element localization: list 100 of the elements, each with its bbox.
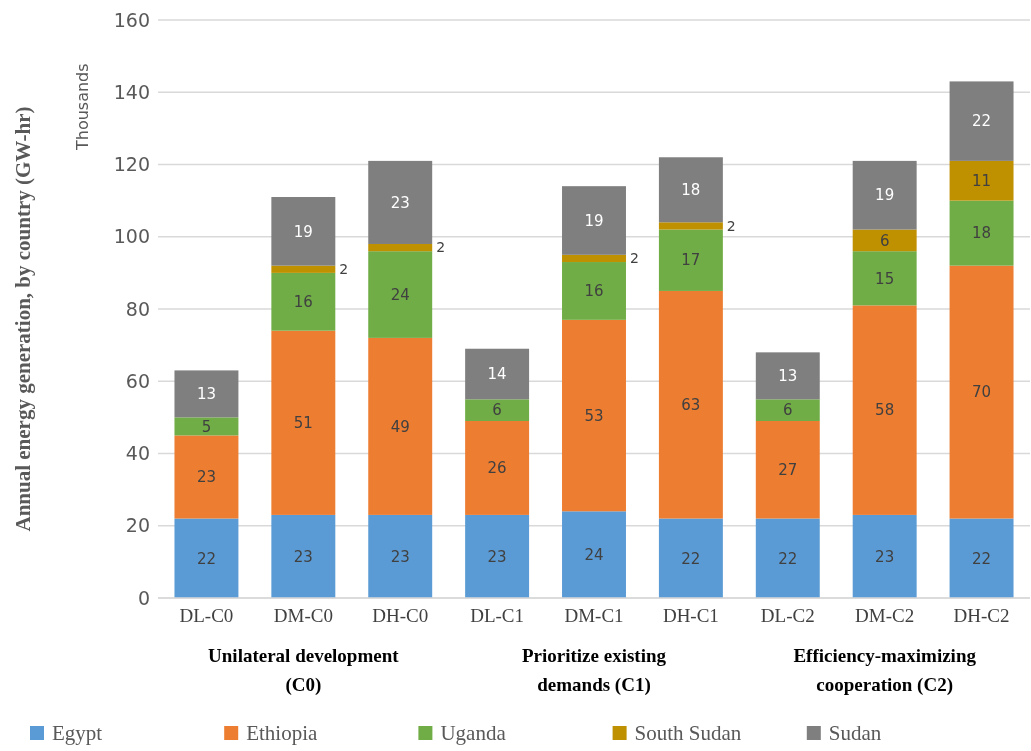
data-label: 22 <box>972 549 992 568</box>
data-label: 23 <box>875 547 895 566</box>
bar <box>949 160 1014 201</box>
bar <box>852 160 917 230</box>
data-label: 24 <box>390 285 410 304</box>
bar <box>949 81 1014 161</box>
y-tick-label: 20 <box>125 514 150 537</box>
data-label: 13 <box>778 367 798 386</box>
data-label: 23 <box>196 468 216 487</box>
bar <box>755 352 820 400</box>
data-label: 22 <box>681 549 701 568</box>
bar <box>658 229 723 291</box>
bar <box>271 197 336 266</box>
bar <box>658 290 723 519</box>
legend-label: Sudan <box>828 721 882 746</box>
x-tick-label: DH-C0 <box>372 605 429 626</box>
legend-label: Ethiopia <box>246 721 319 746</box>
data-label: 19 <box>293 222 313 241</box>
x-tick-label: DM-C1 <box>564 605 624 626</box>
data-label: 19 <box>584 211 604 230</box>
y-tick-label: 120 <box>113 153 150 176</box>
y-tick-label: 60 <box>125 369 150 392</box>
bar <box>271 265 336 273</box>
bar <box>368 251 433 338</box>
bar <box>465 348 530 400</box>
bar <box>755 399 820 421</box>
bar <box>562 511 626 598</box>
bar <box>658 157 723 223</box>
y-axis-title: Annual energy generation, by country (GW-hr) <box>11 106 35 532</box>
data-label: 2 <box>629 250 639 267</box>
bar <box>949 265 1014 519</box>
bar <box>852 251 917 306</box>
data-label: 24 <box>584 545 604 564</box>
bar <box>658 222 723 230</box>
data-label: 49 <box>390 417 410 436</box>
data-label: 6 <box>783 401 793 420</box>
data-label: 6 <box>492 401 502 420</box>
bar <box>465 399 530 421</box>
bar <box>949 200 1014 266</box>
bar <box>658 518 723 598</box>
data-label: 70 <box>972 383 992 402</box>
bar <box>368 243 433 252</box>
y-tick-label: 80 <box>125 297 150 320</box>
text: Unilateral development (C0) <box>208 645 400 696</box>
data-label: 2 <box>436 239 446 256</box>
x-tick-label: DM-C2 <box>855 605 915 626</box>
y-tick-label: 0 <box>137 586 150 609</box>
data-label: 22 <box>196 549 216 568</box>
data-label: 27 <box>778 461 798 480</box>
bar <box>174 518 239 598</box>
x-tick-label: DL-C0 <box>179 605 234 626</box>
bar <box>465 514 530 598</box>
y-tick-label: 160 <box>113 8 150 31</box>
data-label: 15 <box>875 269 895 288</box>
y-tick-label: 40 <box>125 442 150 465</box>
data-label: 2 <box>339 261 349 278</box>
bar <box>562 254 626 263</box>
bar <box>271 272 336 331</box>
data-label: 16 <box>584 282 604 301</box>
data-label: 51 <box>293 414 313 433</box>
data-label: 2 <box>726 217 736 234</box>
data-label: 18 <box>972 224 992 243</box>
data-label: 53 <box>584 406 604 425</box>
data-label: 26 <box>487 459 507 478</box>
bar <box>174 370 239 418</box>
legend-label: Egypt <box>52 721 103 746</box>
bar <box>368 160 433 244</box>
data-label: 19 <box>875 186 895 205</box>
data-label: 22 <box>778 549 798 568</box>
data-label: 18 <box>681 181 701 200</box>
data-label: 17 <box>681 251 701 270</box>
x-tick-label: DH-C2 <box>953 605 1010 626</box>
data-label: 63 <box>681 395 701 414</box>
bar <box>465 420 530 515</box>
data-label: 58 <box>875 401 895 420</box>
bar <box>755 420 820 519</box>
bar <box>755 518 820 598</box>
bar <box>562 319 626 512</box>
data-label: 6 <box>879 231 890 250</box>
bar <box>852 514 917 598</box>
x-tick-label: DH-C1 <box>662 605 719 626</box>
bar <box>562 262 626 320</box>
data-label: 13 <box>196 385 216 404</box>
bar <box>368 337 433 515</box>
text: Efficiency-maximizing cooperation (C2) <box>793 645 977 696</box>
x-tick-label: DL-C2 <box>760 605 815 626</box>
data-label: 23 <box>293 547 313 566</box>
legend-label: South Sudan <box>634 721 742 746</box>
data-label: 16 <box>293 293 313 312</box>
bar <box>852 305 917 515</box>
data-label: 22 <box>972 112 992 131</box>
x-tick-label: DM-C0 <box>273 605 333 626</box>
data-label: 14 <box>487 365 507 384</box>
y-tick-label: 100 <box>113 225 150 248</box>
data-label: 5 <box>201 417 212 436</box>
data-label: 23 <box>487 547 507 566</box>
data-label: 11 <box>972 172 992 191</box>
data-label: 23 <box>390 547 410 566</box>
bar <box>368 514 433 598</box>
bar <box>562 186 626 255</box>
